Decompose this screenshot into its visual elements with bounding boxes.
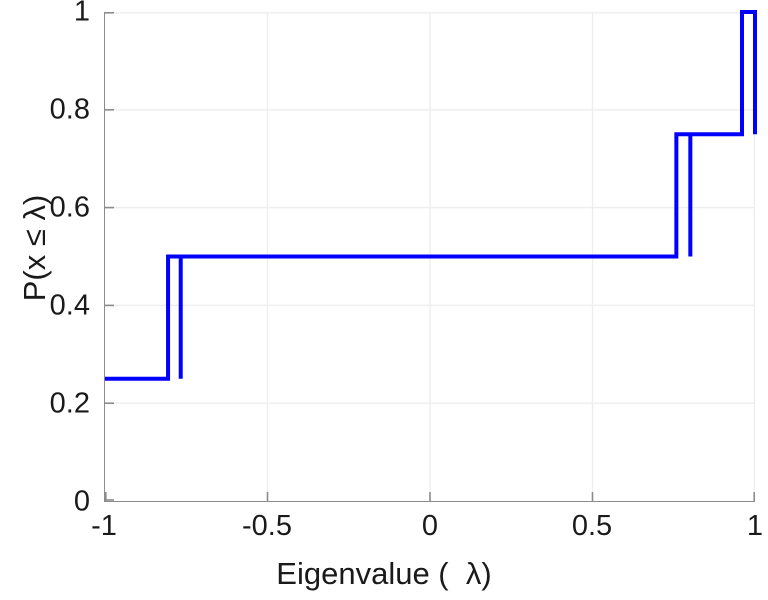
cdf-series-layer — [105, 10, 757, 381]
ytick-label-0: 0 — [73, 485, 90, 518]
xtick-label-minus-1: -1 — [91, 510, 117, 542]
cdf-step-curve — [105, 10, 757, 381]
xtick-label-minus-0-5: -0.5 — [242, 510, 292, 542]
xtick-label-1: 1 — [746, 510, 764, 542]
grid-layer — [105, 12, 756, 501]
y-axis-label: P(x ≤ λ) — [17, 194, 52, 302]
ytick-label-0-6: 0.6 — [49, 191, 90, 224]
ytick-label-1: 1 — [73, 0, 90, 28]
x-tick-marks — [105, 492, 756, 501]
y-tick-marks — [105, 12, 114, 501]
y-gridlines — [105, 12, 755, 404]
ytick-label-0-4: 0.4 — [49, 289, 90, 322]
x-axis-label: Eigenvalue ( λ) — [276, 556, 492, 591]
plot-area — [104, 10, 757, 502]
ytick-label-0-8: 0.8 — [49, 93, 90, 126]
ytick-label-0-2: 0.2 — [49, 387, 90, 420]
xtick-label-0: 0 — [421, 510, 439, 542]
xtick-label-0-5: 0.5 — [571, 510, 613, 542]
